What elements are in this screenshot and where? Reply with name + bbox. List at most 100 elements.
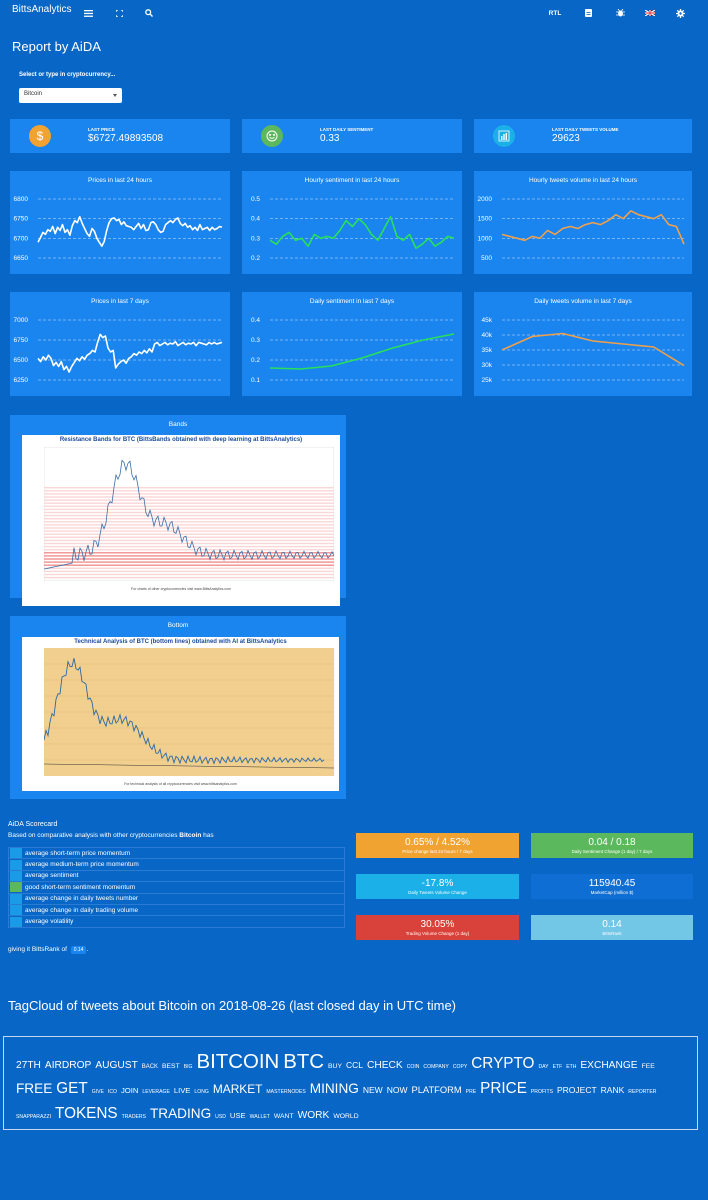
tag-word[interactable]: ETH bbox=[566, 1064, 577, 1070]
tag-word[interactable]: COPY bbox=[452, 1064, 468, 1070]
bands-image: Resistance Bands for BTC (BittsBands obt… bbox=[22, 435, 340, 606]
y-tick-label: 2000 bbox=[478, 196, 493, 203]
kpi-label: Price change last 24 hours / 7 days bbox=[402, 849, 473, 854]
brand-logo[interactable]: BittsAnalytics bbox=[12, 4, 72, 15]
bands-image-title: Resistance Bands for BTC (BittsBands obt… bbox=[59, 437, 303, 443]
kpi-label: Trading Volume Change (1 day) bbox=[405, 931, 470, 936]
y-tick-label: 0.4 bbox=[251, 216, 260, 223]
tag-word[interactable]: LEVERAGE bbox=[142, 1089, 170, 1095]
line-chart-plot: 2000 1500 1000 500 bbox=[478, 196, 685, 262]
tag-word[interactable]: WORK bbox=[297, 1110, 330, 1121]
chart-title: Hourly sentiment in last 24 hours bbox=[304, 177, 400, 184]
line-chart-plot: 0.4 0.3 0.2 0.1 bbox=[251, 317, 455, 384]
scorecard-row-text: average change in daily trading volume bbox=[25, 906, 139, 914]
tag-word[interactable]: BUY bbox=[328, 1063, 342, 1070]
tag-word[interactable]: WALLET bbox=[249, 1114, 270, 1120]
y-tick-label: 0.3 bbox=[251, 337, 260, 344]
tag-word[interactable]: PROFITS bbox=[530, 1089, 553, 1095]
menu-icon[interactable] bbox=[81, 6, 95, 20]
y-tick-label: 6650 bbox=[14, 255, 29, 262]
search-icon[interactable] bbox=[142, 6, 156, 20]
crypto-select-value: Bitcoin bbox=[24, 91, 43, 97]
scorecard-intro-text: Based on comparative analysis with other… bbox=[8, 832, 178, 839]
tag-word[interactable]: AUGUST bbox=[95, 1060, 138, 1071]
crypto-select[interactable]: Bitcoin bbox=[19, 88, 122, 103]
rtl-toggle-button[interactable]: RTL bbox=[548, 9, 562, 17]
tag-word[interactable]: BEST bbox=[161, 1063, 180, 1070]
tag-word[interactable]: BACK bbox=[141, 1064, 158, 1070]
tag-word[interactable]: EXCHANGE bbox=[580, 1060, 638, 1071]
kpi-label: MarketCap (million $) bbox=[590, 890, 634, 895]
stat-label: LAST DAILY TWEETS VOLUME bbox=[552, 127, 619, 132]
tag-word[interactable]: LONG bbox=[194, 1089, 209, 1095]
tag-word[interactable]: GIVE bbox=[91, 1089, 104, 1095]
tag-word[interactable]: AIRDROP bbox=[44, 1060, 92, 1071]
page-title: Report by AiDA bbox=[12, 39, 101, 54]
series-line bbox=[37, 215, 223, 248]
kpi-value: 0.14 bbox=[602, 919, 622, 930]
chart-prices-24h: Prices in last 24 hours 6800 6750 6700 6650 bbox=[10, 171, 230, 274]
tag-word[interactable]: CHECK bbox=[367, 1060, 403, 1071]
bottom-footer: For technical analysis of all cryptocurr… bbox=[124, 782, 237, 786]
tag-word[interactable]: MINING bbox=[309, 1081, 359, 1096]
tag-word[interactable]: CRYPTO bbox=[471, 1055, 535, 1072]
y-tick-label: 6250 bbox=[14, 377, 29, 384]
uk-flag-icon[interactable] bbox=[643, 6, 657, 20]
tag-word[interactable]: BITCOIN bbox=[196, 1051, 280, 1073]
tag-word[interactable]: TRADERS bbox=[121, 1114, 146, 1120]
tag-word[interactable]: COIN bbox=[406, 1064, 420, 1070]
tag-word[interactable]: BTC bbox=[283, 1051, 325, 1073]
y-tick-label: 6750 bbox=[14, 216, 29, 223]
chart-title: Daily tweets volume in last 7 days bbox=[534, 298, 632, 305]
scorecard-indicator bbox=[10, 870, 22, 881]
tag-word[interactable]: FREE bbox=[16, 1081, 53, 1096]
tag-word[interactable]: MARKET bbox=[212, 1082, 263, 1096]
tag-word[interactable]: PLATFORM bbox=[411, 1085, 462, 1095]
fullscreen-icon[interactable] bbox=[112, 6, 126, 20]
tag-word[interactable]: GET bbox=[56, 1080, 88, 1097]
tag-word[interactable]: JOIN bbox=[120, 1086, 139, 1095]
tag-word[interactable]: SNAPPARAZZI bbox=[16, 1114, 52, 1120]
tag-word[interactable]: NOW bbox=[386, 1085, 408, 1095]
gear-icon[interactable] bbox=[673, 6, 687, 20]
bug-icon[interactable] bbox=[613, 6, 627, 20]
tag-word[interactable]: LIVE bbox=[173, 1086, 191, 1095]
tag-word[interactable]: WORLD bbox=[333, 1113, 359, 1120]
y-tick-label: 0.3 bbox=[251, 235, 260, 242]
scorecard-indicator bbox=[10, 848, 22, 859]
tag-word[interactable]: PROJECT bbox=[556, 1085, 597, 1095]
scorecard-row: average volatility bbox=[8, 915, 345, 928]
bands-title: Bands bbox=[168, 421, 188, 428]
tag-word[interactable]: DAY bbox=[538, 1064, 549, 1070]
tag-word[interactable]: BIG bbox=[183, 1064, 193, 1070]
tag-word[interactable]: REPORTER bbox=[628, 1089, 657, 1095]
smiley-icon bbox=[261, 125, 283, 147]
kpi-label: Daily Tweets Volume Change bbox=[408, 890, 467, 895]
y-tick-label: 35k bbox=[482, 347, 493, 354]
y-tick-label: 40k bbox=[482, 332, 493, 339]
tag-word[interactable]: TOKENS bbox=[55, 1105, 118, 1122]
tag-word[interactable]: ETF bbox=[552, 1064, 563, 1070]
tag-word[interactable]: USD bbox=[215, 1114, 226, 1120]
kpi-bittsrank: 0.14 BittsRank bbox=[531, 915, 693, 940]
tag-word[interactable]: PRICE bbox=[480, 1080, 527, 1097]
tag-word[interactable]: MASTERNODES bbox=[266, 1089, 306, 1095]
tag-word[interactable]: NEW bbox=[362, 1085, 383, 1095]
y-tick-label: 0.4 bbox=[251, 317, 260, 324]
tag-word[interactable]: FEE bbox=[641, 1063, 655, 1070]
rank-badge: 0.14 bbox=[70, 946, 87, 954]
tag-word[interactable]: TRADING bbox=[149, 1106, 212, 1121]
tag-word[interactable]: 27TH bbox=[16, 1060, 41, 1071]
tag-word[interactable]: CCL bbox=[346, 1060, 364, 1070]
y-tick-label: 30k bbox=[482, 362, 493, 369]
tag-word[interactable]: PRE bbox=[465, 1089, 477, 1095]
bands-card: Bands Resistance Bands for BTC (BittsBan… bbox=[10, 415, 346, 606]
document-icon[interactable] bbox=[581, 6, 595, 20]
tagcloud-title: TagCloud of tweets about Bitcoin on 2018… bbox=[8, 998, 457, 1013]
scorecard-indicator bbox=[10, 905, 22, 916]
tag-word[interactable]: WANT bbox=[273, 1113, 294, 1120]
tag-word[interactable]: USE bbox=[229, 1111, 246, 1120]
tag-word[interactable]: COMPANY bbox=[423, 1064, 449, 1070]
tag-word[interactable]: RANK bbox=[600, 1085, 625, 1095]
tag-word[interactable]: ICO bbox=[107, 1089, 117, 1095]
